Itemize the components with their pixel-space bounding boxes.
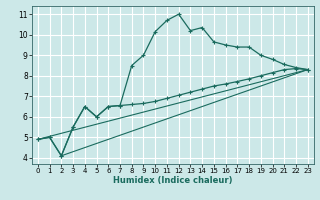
X-axis label: Humidex (Indice chaleur): Humidex (Indice chaleur) [113, 176, 233, 185]
